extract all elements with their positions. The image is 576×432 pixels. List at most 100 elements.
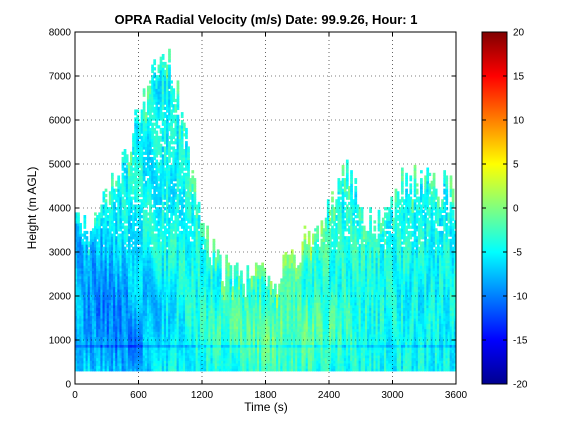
velocity-cell: [85, 307, 89, 311]
velocity-cell: [151, 336, 154, 340]
velocity-cell: [110, 252, 114, 256]
velocity-cell: [77, 357, 80, 361]
velocity-cell: [127, 368, 131, 372]
velocity-cell: [153, 302, 157, 306]
velocity-cell: [113, 352, 116, 356]
velocity-cell: [98, 333, 101, 338]
velocity-cell: [157, 259, 161, 264]
velocity-cell: [168, 204, 171, 208]
velocity-cell: [157, 275, 161, 279]
velocity-cell: [170, 215, 173, 219]
velocity-cell: [113, 354, 116, 359]
velocity-cell: [161, 257, 165, 261]
velocity-cell: [174, 302, 178, 306]
velocity-cell: [110, 178, 114, 182]
velocity-cell: [138, 286, 142, 290]
velocity-cell: [110, 175, 114, 179]
velocity-cell: [157, 64, 161, 68]
velocity-cell: [142, 283, 146, 287]
velocity-cell: [98, 325, 101, 330]
velocity-cell: [151, 254, 154, 258]
velocity-cell: [168, 228, 171, 232]
velocity-cell: [168, 151, 171, 155]
velocity-cell: [115, 357, 118, 361]
velocity-cell: [168, 196, 171, 200]
velocity-cell: [102, 207, 106, 211]
velocity-cell: [115, 304, 118, 309]
velocity-cell: [149, 344, 152, 348]
velocity-cell: [91, 233, 95, 237]
velocity-cell: [89, 318, 93, 322]
velocity-cell: [91, 328, 95, 332]
velocity-cell: [100, 220, 104, 224]
velocity-cell: [159, 114, 163, 118]
velocity-cell: [170, 133, 173, 137]
velocity-cell: [117, 347, 121, 351]
velocity-cell: [98, 328, 101, 332]
velocity-cell: [174, 265, 178, 269]
velocity-cell: [77, 281, 80, 285]
velocity-cell: [113, 257, 116, 261]
velocity-cell: [121, 212, 125, 216]
velocity-cell: [125, 349, 129, 353]
velocity-cell: [166, 357, 169, 361]
velocity-cell: [159, 352, 163, 356]
velocity-cell: [119, 349, 123, 353]
velocity-cell: [98, 283, 101, 287]
velocity-cell: [138, 267, 142, 272]
velocity-cell: [174, 133, 178, 137]
velocity-cell: [176, 312, 180, 316]
velocity-cell: [153, 252, 157, 256]
velocity-cell: [102, 222, 106, 227]
velocity-cell: [166, 175, 169, 179]
velocity-cell: [125, 320, 129, 324]
velocity-cell: [161, 302, 165, 306]
velocity-cell: [81, 352, 85, 356]
velocity-cell: [89, 344, 93, 348]
velocity-cell: [113, 212, 116, 216]
velocity-cell: [176, 296, 180, 301]
velocity-cell: [123, 186, 127, 190]
velocity-cell: [163, 349, 167, 353]
velocity-cell: [79, 304, 82, 309]
velocity-cell: [87, 259, 91, 264]
velocity-cell: [170, 328, 173, 332]
velocity-cell: [102, 220, 106, 224]
velocity-cell: [75, 299, 78, 303]
velocity-cell: [176, 141, 180, 145]
velocity-cell: [98, 257, 101, 261]
velocity-cell: [140, 299, 144, 303]
velocity-cell: [151, 230, 154, 235]
velocity-cell: [176, 286, 180, 290]
velocity-cell: [108, 212, 112, 216]
velocity-cell: [136, 331, 140, 335]
velocity-cell: [172, 267, 176, 272]
velocity-cell: [117, 265, 121, 269]
velocity-cell: [85, 259, 89, 264]
velocity-cell: [130, 307, 133, 311]
velocity-cell: [132, 188, 135, 192]
velocity-cell: [104, 344, 108, 348]
velocity-cell: [155, 315, 159, 319]
velocity-cell: [134, 244, 137, 248]
velocity-cell: [87, 354, 91, 359]
velocity-cell: [149, 241, 152, 245]
velocity-cell: [134, 325, 137, 330]
velocity-cell: [83, 325, 87, 330]
velocity-cell: [98, 278, 101, 282]
velocity-cell: [157, 328, 161, 332]
velocity-cell: [136, 310, 140, 314]
velocity-cell: [168, 365, 171, 369]
velocity-cell: [102, 267, 106, 272]
velocity-cell: [172, 265, 176, 269]
velocity-cell: [146, 109, 150, 113]
velocity-cell: [136, 156, 140, 161]
velocity-cell: [91, 241, 95, 245]
velocity-cell: [102, 225, 106, 229]
velocity-cell: [170, 265, 173, 269]
velocity-cell: [102, 357, 106, 361]
velocity-cell: [110, 209, 114, 213]
velocity-cell: [155, 193, 159, 198]
velocity-cell: [130, 262, 133, 266]
velocity-cell: [94, 339, 97, 343]
